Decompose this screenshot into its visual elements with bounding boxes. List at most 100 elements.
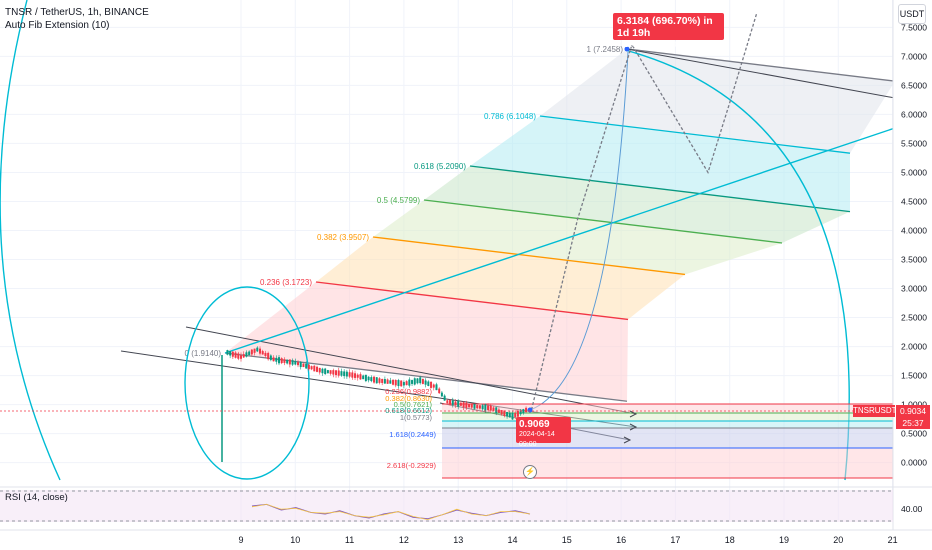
price-tick-label: 7.0000 (901, 51, 927, 61)
candle-body (503, 410, 506, 416)
price-tick-label: 5.0000 (901, 167, 927, 177)
candle-body (492, 407, 495, 411)
candle-body (237, 353, 240, 359)
candle-body (351, 372, 354, 378)
candle-body (457, 400, 460, 407)
price-tick-label: 3.5000 (901, 255, 927, 265)
price-tick-label: 4.5000 (901, 196, 927, 206)
candle-body (370, 377, 373, 382)
fib-box (442, 421, 893, 428)
rsi-axis-label: 40.00 (901, 504, 923, 514)
fib-box (442, 413, 893, 421)
fib-level-label: 0.618 (5.2090) (414, 162, 466, 171)
chart-legend: TNSR / TetherUS, 1h, BINANCE Auto Fib Ex… (5, 6, 149, 32)
candle-body (511, 413, 514, 420)
candle-body (427, 381, 430, 386)
candle-body (389, 380, 392, 384)
projection-path (530, 12, 758, 411)
candle-body (421, 378, 424, 384)
candle-body (321, 368, 324, 374)
candle-body (343, 371, 346, 377)
price-tick-label: 0.5000 (901, 429, 927, 439)
candle-body (348, 372, 351, 377)
candle-body (465, 402, 468, 408)
candle-body (416, 378, 419, 384)
candle-body (468, 404, 471, 408)
candle-body (495, 407, 498, 413)
price-tick-label: 3.0000 (901, 284, 927, 294)
candle-body (245, 352, 248, 357)
candle-body (286, 359, 289, 364)
candle-body (446, 400, 449, 404)
candle-body (514, 413, 517, 417)
currency-button[interactable]: USDT (898, 4, 926, 24)
candle-body (525, 407, 528, 413)
projection-target: 7.2253 @ 2024-04-16 04:00 (617, 40, 718, 49)
candle-body (478, 405, 481, 409)
symbol-title[interactable]: TNSR / TetherUS, 1h, BINANCE (5, 7, 149, 18)
candle-body (378, 378, 381, 383)
candle-body (470, 404, 473, 408)
candle-body (400, 380, 403, 387)
candle-body (226, 350, 229, 355)
candle-body (516, 410, 519, 417)
price-tick-label: 6.0000 (901, 109, 927, 119)
candle-body (242, 354, 245, 358)
candle-body (381, 378, 384, 383)
lightning-icon[interactable]: ⚡ (523, 465, 537, 479)
fib-band (225, 282, 628, 402)
rsi-legend[interactable]: RSI (14, close) (5, 492, 68, 503)
cycle-arc-right (624, 49, 850, 481)
last-price-value: 0.9034 (900, 406, 926, 416)
candle-body (253, 348, 256, 353)
fib-lower-label: 0.382(0.8630) (385, 394, 432, 403)
fib-lower-label: 1(0.5773) (400, 413, 433, 422)
fib-band (424, 166, 850, 243)
arrow-head (623, 436, 632, 444)
price-tick-label: 1.5000 (901, 371, 927, 381)
candle-body (402, 382, 405, 386)
time-tick-label: 19 (779, 535, 789, 545)
fib-level-label: 0.786 (6.1048) (484, 112, 536, 121)
price-axis (893, 0, 932, 550)
symbol-price-label: TNSRUSDT (853, 405, 897, 417)
fib-level-line (315, 281, 629, 321)
candle-body (481, 405, 484, 410)
candle-body (337, 370, 340, 376)
candle-body (264, 352, 267, 356)
candle-body (280, 358, 283, 364)
price-tick-label: 5.5000 (901, 138, 927, 148)
last-price-label: 0.9034 25:37 (896, 405, 930, 429)
time-tick-label: 15 (562, 535, 572, 545)
candle-body (240, 355, 242, 359)
time-tick-label: 13 (453, 535, 463, 545)
candle-body (367, 376, 370, 381)
candle-body (250, 349, 253, 355)
fib-level-label: 0.236 (3.1723) (260, 278, 312, 287)
projection-peak-dot (624, 46, 630, 52)
candle-body (386, 379, 389, 384)
fib-level-label: 0.382 (3.9507) (317, 233, 369, 242)
candle-body (332, 370, 335, 375)
price-tick-label: 2.0000 (901, 342, 927, 352)
projection-change: 6.3184 (696.70%) in 1d 19h (617, 15, 713, 39)
indicator-label[interactable]: Auto Fib Extension (10) (5, 20, 110, 31)
rsi-ma-line (251, 503, 531, 521)
candle-body (275, 357, 278, 362)
fib-box (442, 404, 893, 413)
fib-band (373, 200, 782, 275)
time-tick-label: 21 (888, 535, 898, 545)
candle-body (449, 399, 452, 405)
low-price-value: 0.9069 (519, 419, 550, 430)
candle-body (313, 365, 316, 372)
time-tick-label: 14 (507, 535, 517, 545)
candle-body (329, 370, 332, 374)
fib-level-line (423, 199, 783, 244)
candle-body (383, 379, 386, 384)
candle-body (291, 360, 294, 365)
candle-body (443, 395, 446, 401)
fib-box (442, 428, 893, 448)
candle-body (508, 413, 511, 418)
candle-body (424, 380, 427, 385)
